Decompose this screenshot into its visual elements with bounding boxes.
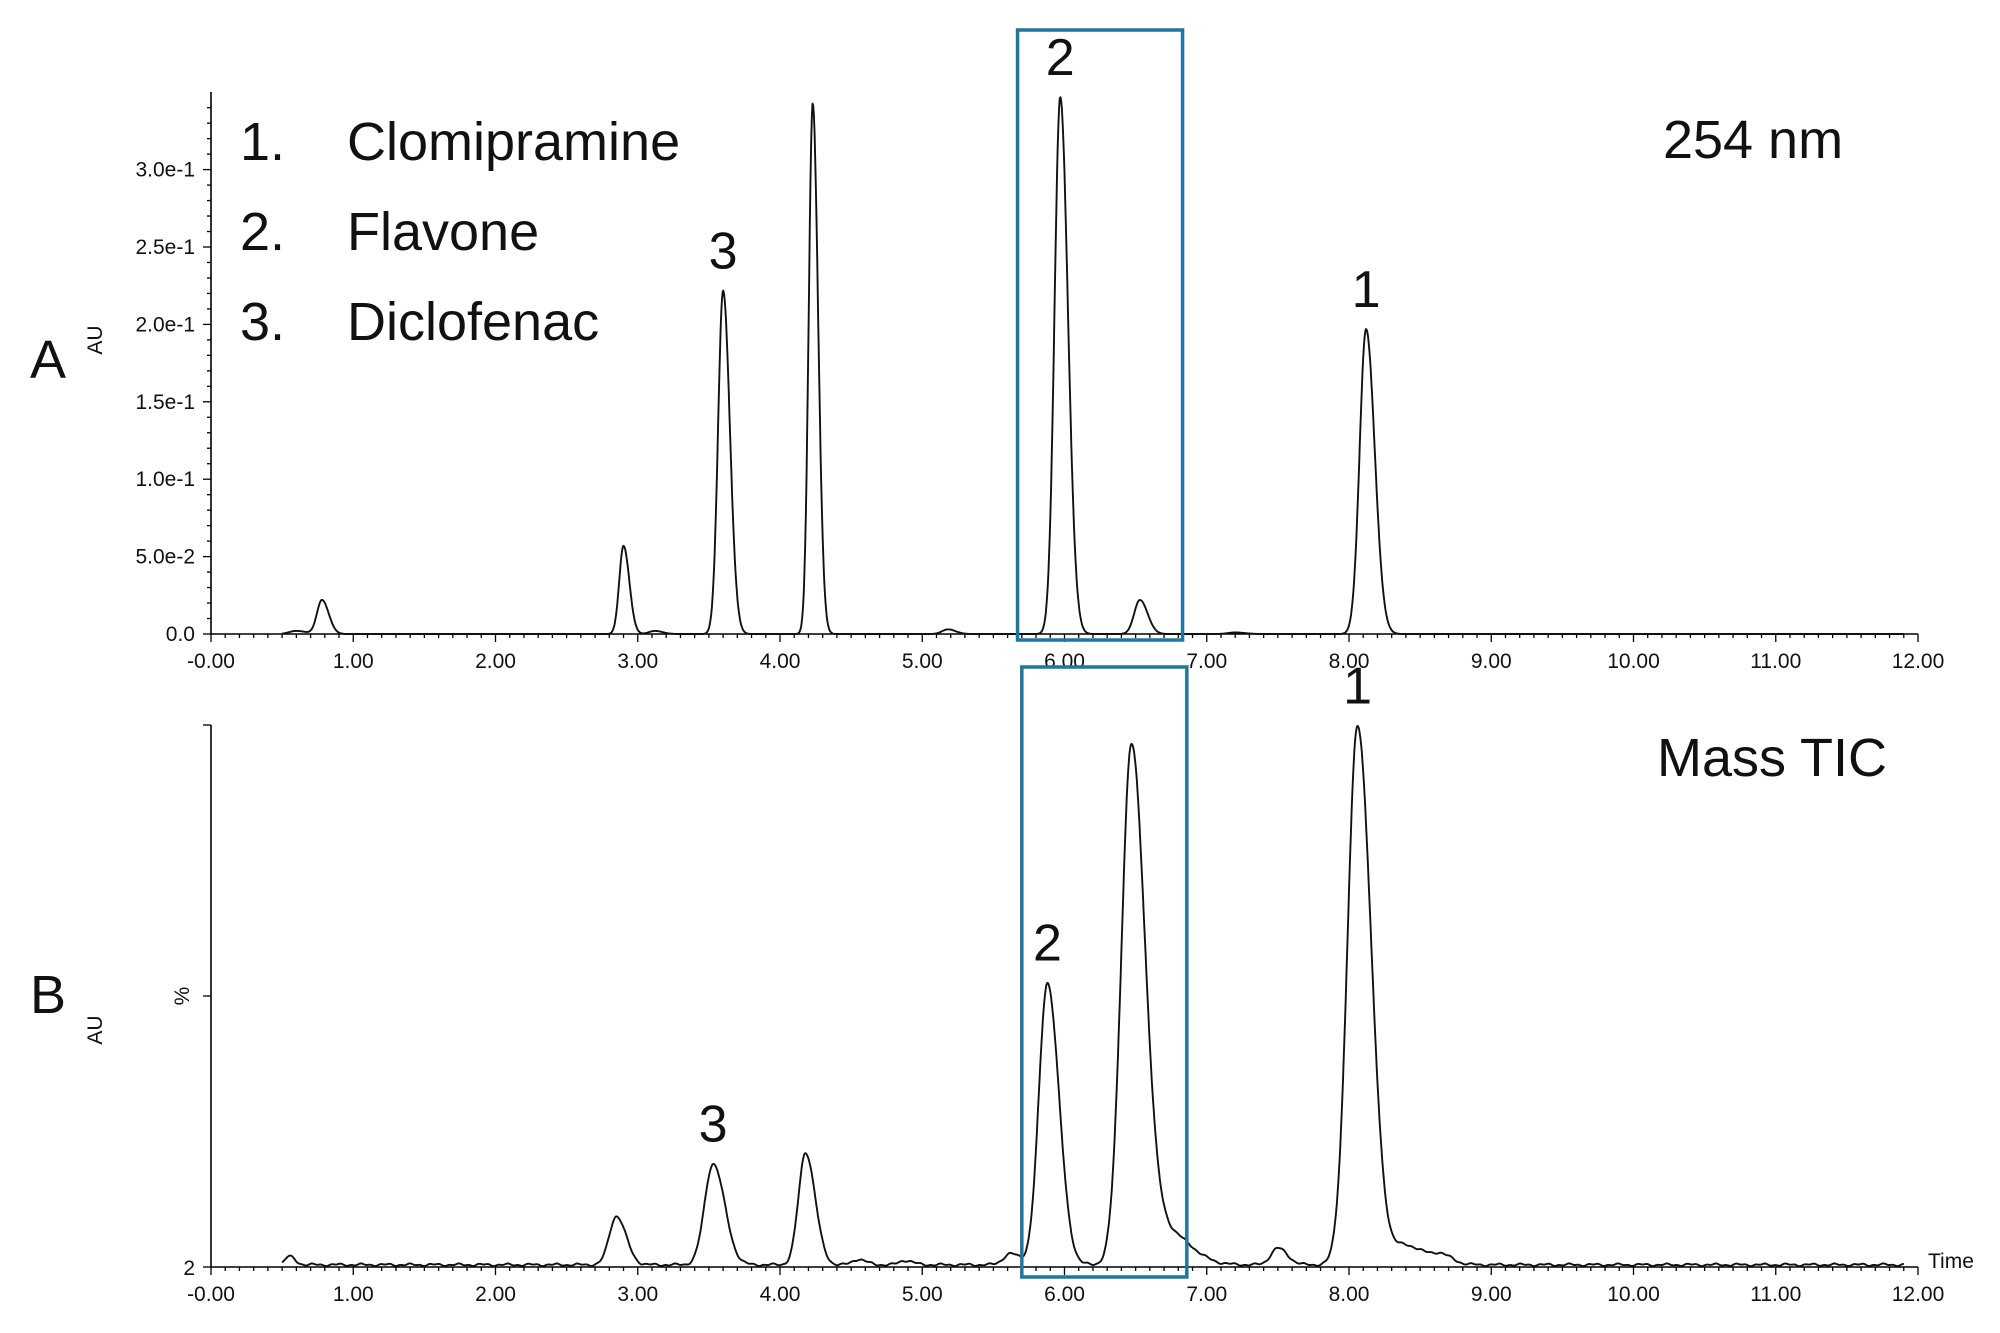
legend-number: 1. (240, 112, 285, 172)
peak-label-3: 3 (709, 222, 738, 280)
y-tick-label: 1.0e-1 (135, 468, 195, 491)
x-tick-label: 4.00 (760, 1283, 801, 1306)
x-tick-label: 6.00 (1044, 1283, 1085, 1306)
y-tick-label: 1.5e-1 (135, 391, 195, 414)
x-tick-label: 12.00 (1892, 650, 1945, 673)
legend-number: 2. (240, 202, 285, 262)
x-tick-label: 12.00 (1892, 1283, 1945, 1306)
panel-b-mass-tic-chromatogram: -0.00 1.00 2.00 3.00 4.00 5.00 6.00 7.00 8.00 9.0… (30, 658, 1974, 1306)
y-tick-label: 2.0e-1 (135, 313, 195, 336)
x-tick-label: 1.00 (333, 650, 374, 673)
detector-annotation: Mass TIC (1657, 728, 1887, 788)
x-tick-label: 2.00 (475, 1283, 516, 1306)
y-tick-label: 2.5e-1 (135, 236, 195, 259)
peak-label-3: 3 (699, 1096, 728, 1154)
x-tick-label: 11.00 (1750, 650, 1801, 673)
legend-number: 3. (240, 292, 285, 352)
x-tick-label: 8.00 (1329, 1283, 1370, 1306)
x-tick-label: 11.00 (1750, 1283, 1801, 1306)
peak-label-1: 1 (1343, 658, 1372, 716)
x-tick-label: 9.00 (1471, 650, 1512, 673)
x-tick-label: 9.00 (1471, 1283, 1512, 1306)
legend-compound-name: Diclofenac (347, 292, 599, 352)
x-tick-label: 1.00 (333, 1283, 374, 1306)
y-tick-label: 3.0e-1 (135, 159, 195, 182)
highlight-box (1015, 28, 1185, 642)
peak-label-2: 2 (1046, 29, 1075, 87)
x-tick-label: 3.00 (617, 1283, 658, 1306)
x-tick-label: 5.00 (902, 1283, 943, 1306)
x-tick-label: 10.00 (1607, 650, 1660, 673)
x-tick-label: 6.00 (1044, 650, 1085, 673)
highlight-box (1020, 665, 1189, 1279)
peak-label-1: 1 (1352, 261, 1381, 319)
x-axis-title: Time (1928, 1250, 1974, 1273)
x-tick-label: 5.00 (902, 650, 943, 673)
x-tick-label: 7.00 (1186, 1283, 1227, 1306)
y-axis-label: AU (84, 325, 107, 354)
x-tick-label: -0.00 (187, 650, 235, 673)
chromatogram-trace (281, 725, 1905, 1268)
x-tick-label: 3.00 (617, 650, 658, 673)
legend-compound-name: Flavone (347, 202, 539, 262)
y-tick-label: 2 (183, 1257, 195, 1280)
panel-letter: A (30, 330, 66, 390)
x-tick-label: -0.00 (187, 1283, 235, 1306)
x-tick-label: 4.00 (760, 650, 801, 673)
peak-label-2: 2 (1033, 915, 1062, 973)
panel-a-uv-chromatogram: -0.00 1.00 2.00 3.00 4.00 5.00 6.00 7.00 8.00 9.0… (30, 28, 1945, 673)
chromatogram-trace (281, 96, 1905, 635)
x-tick-label: 2.00 (475, 650, 516, 673)
detector-annotation: 254 nm (1663, 110, 1843, 170)
legend-compound-name: Clomipramine (347, 112, 680, 172)
y-axis-label: AU (84, 1015, 107, 1044)
x-tick-label: 7.00 (1186, 650, 1227, 673)
y-tick-label: 5.0e-2 (135, 546, 195, 569)
x-tick-label: 8.00 (1329, 650, 1370, 673)
y-axis-percent-label: % (171, 987, 194, 1006)
x-tick-label: 10.00 (1607, 1283, 1660, 1306)
y-tick-label: 0.0 (166, 623, 195, 646)
panel-letter: B (30, 965, 66, 1025)
